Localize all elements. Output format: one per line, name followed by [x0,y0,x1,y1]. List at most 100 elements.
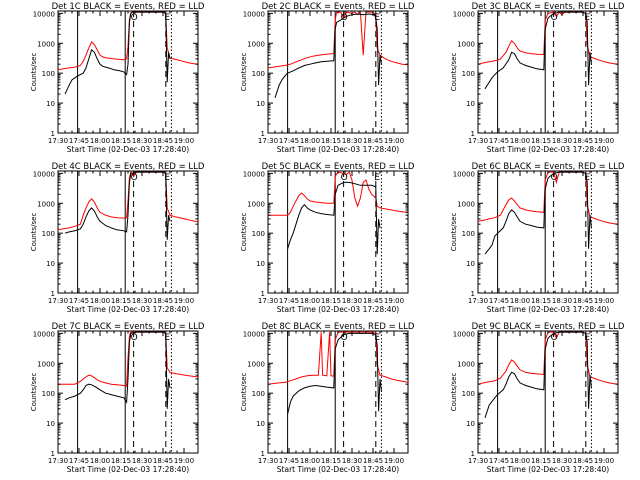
panel-title: Det 3C BLACK = Events, RED = LLD [472,2,625,12]
y-tick-label: 1 [471,290,475,298]
marker-O: O [341,333,348,343]
y-tick-label: 10 [256,420,265,428]
x-tick-label: 18:00 [90,457,110,465]
x-tick-label: 18:30 [342,297,362,305]
y-tick-label: 1 [471,450,475,458]
x-tick-label: 18:15 [531,137,551,145]
y-tick-label: 100 [462,70,475,78]
y-tick-label: 1000 [247,200,265,208]
x-tick-label: 18:00 [510,297,530,305]
y-tick-label: 100 [252,390,265,398]
x-tick-label: 17:45 [489,457,509,465]
series-lld-line [477,331,619,385]
x-tick-label: 18:00 [300,457,320,465]
marker-O: O [551,333,558,343]
x-tick-label: 17:45 [279,457,299,465]
x-tick-label: 17:30 [468,297,488,305]
x-tick-label: 18:30 [132,137,152,145]
y-tick-label: 10000 [453,330,475,338]
x-tick-label: 19:00 [384,457,404,465]
marker-O: O [341,173,348,183]
marker-E: E [374,333,380,343]
y-tick-label: 100 [462,230,475,238]
marker-E: E [584,333,590,343]
x-tick-label: 18:45 [363,137,383,145]
x-tick-label: 18:15 [321,137,341,145]
y-tick-label: 1000 [457,360,475,368]
y-tick-label: 1000 [247,360,265,368]
x-tick-label: 18:30 [132,297,152,305]
marker-E: E [374,13,380,23]
y-tick-label: 10 [46,420,55,428]
y-tick-label: 1000 [37,200,55,208]
y-tick-label: 100 [252,70,265,78]
x-tick-label: 18:45 [573,297,593,305]
plot-frame [267,170,409,294]
x-tick-label: 18:00 [90,137,110,145]
x-tick-label: 18:00 [90,297,110,305]
y-tick-label: 10 [46,260,55,268]
x-tick-label: 17:30 [258,457,278,465]
x-tick-label: 18:45 [153,297,173,305]
marker-O: O [131,13,138,23]
x-tick-label: 17:45 [279,137,299,145]
x-tick-label: 18:00 [510,457,530,465]
series-lld-line [268,171,409,216]
panel-title: Det 7C BLACK = Events, RED = LLD [52,322,205,332]
x-tick-label: 19:00 [174,297,194,305]
series-events-line [274,13,382,98]
marker-E: E [584,13,590,23]
marker-E: E [164,173,170,183]
x-tick-label: 18:15 [111,297,131,305]
y-axis-label: Counts/sec [240,53,248,92]
y-axis-label: Counts/sec [450,53,458,92]
series-lld-line [57,11,199,71]
marker-O: O [551,13,558,23]
x-tick-label: 18:15 [531,457,551,465]
series-events-line [484,11,592,90]
y-tick-label: 1 [261,130,265,138]
series-events-line [484,331,592,418]
x-tick-label: 19:00 [174,137,194,145]
y-tick-label: 100 [462,390,475,398]
x-tick-label: 17:30 [258,297,278,305]
x-axis-label: Start Time (02-Dec-03 17:28:40) [67,305,189,314]
x-tick-label: 17:30 [48,297,68,305]
x-tick-label: 17:45 [69,297,89,305]
x-tick-label: 18:15 [111,457,131,465]
x-tick-label: 18:00 [510,137,530,145]
y-tick-label: 10000 [33,330,55,338]
x-tick-label: 18:30 [552,457,572,465]
plot-frame [267,10,409,134]
marker-E: E [374,173,380,183]
panel-title: Det 8C BLACK = Events, RED = LLD [262,322,415,332]
y-axis-label: Counts/sec [30,213,38,252]
x-tick-label: 18:15 [111,137,131,145]
y-tick-label: 10 [466,260,475,268]
y-tick-label: 10 [46,100,55,108]
series-events-line [287,181,381,255]
y-tick-label: 1000 [457,200,475,208]
panel-title: Det 9C BLACK = Events, RED = LLD [472,322,625,332]
y-tick-label: 100 [252,230,265,238]
plot-frame [267,330,409,454]
x-tick-label: 19:00 [594,297,614,305]
plot-frame [477,10,619,134]
series-lld-line [477,171,619,225]
series-lld-line [57,170,199,231]
x-tick-label: 17:30 [468,137,488,145]
y-tick-label: 1000 [457,40,475,48]
panel-title: Det 5C BLACK = Events, RED = LLD [262,162,415,172]
series-lld-line [267,11,409,69]
series-events-line [64,171,171,240]
y-tick-label: 10000 [453,10,475,18]
x-tick-label: 19:00 [384,297,404,305]
x-tick-label: 18:15 [531,297,551,305]
x-tick-label: 18:30 [132,457,152,465]
y-tick-label: 10 [466,420,475,428]
